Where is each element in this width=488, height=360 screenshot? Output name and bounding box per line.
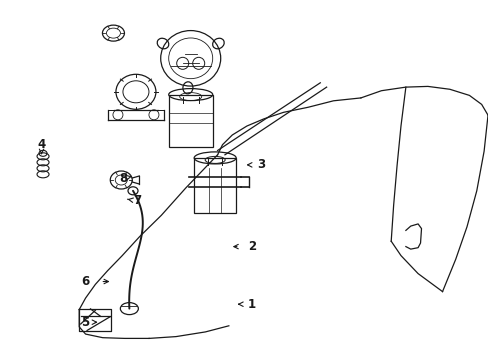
Text: 7: 7 xyxy=(133,194,141,207)
Text: 1: 1 xyxy=(247,298,255,311)
Text: 2: 2 xyxy=(247,240,255,253)
Text: 4: 4 xyxy=(38,138,45,150)
Text: 3: 3 xyxy=(257,158,265,171)
Bar xyxy=(194,158,236,213)
Text: 8: 8 xyxy=(120,172,127,185)
Bar xyxy=(168,95,212,147)
Text: 5: 5 xyxy=(81,316,89,329)
Text: 6: 6 xyxy=(81,275,89,288)
